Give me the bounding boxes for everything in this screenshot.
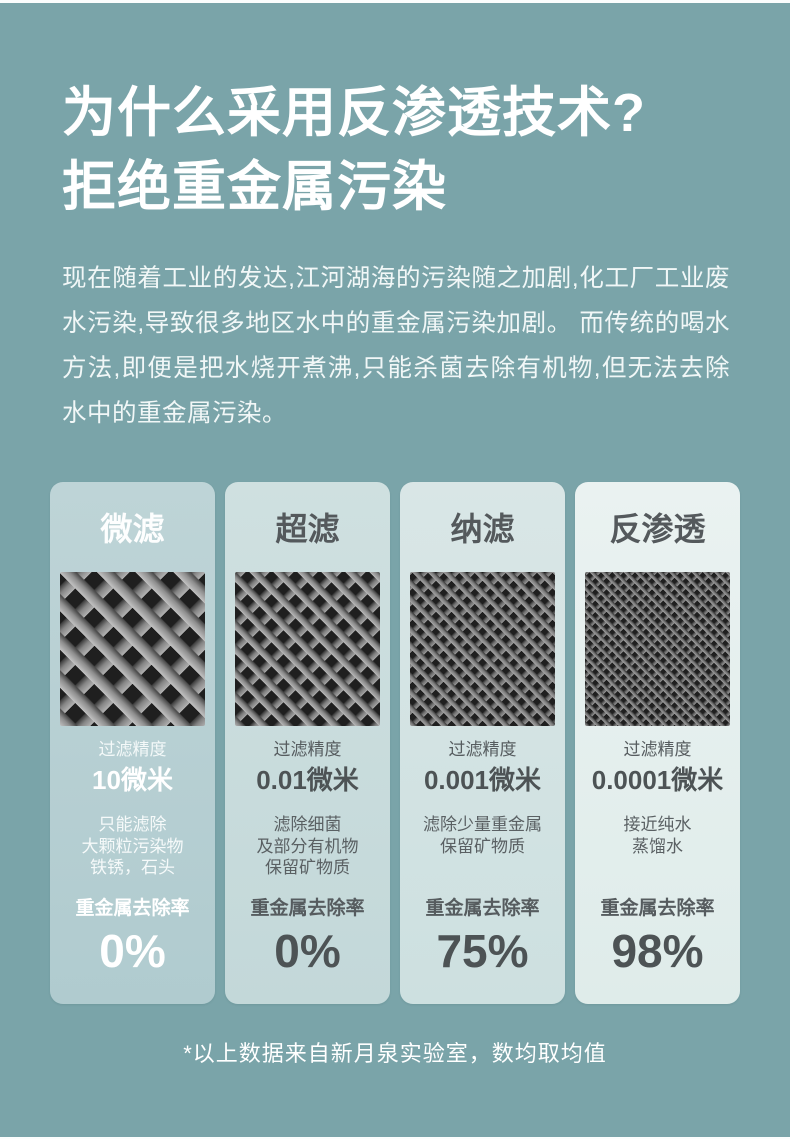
removal-rate-value: 0% [274, 925, 341, 977]
filter-comparison-panel: 微滤 过滤精度 10微米 只能滤除 大颗粒污染物 铁锈，石头 重金属去除率 0%… [50, 482, 740, 1004]
top-edge-strip [0, 0, 790, 3]
precision-value: 0.0001微米 [591, 765, 724, 795]
precision-label: 过滤精度 [273, 740, 342, 759]
data-source-footnote: *以上数据来自新月泉实验室，数均取均值 [183, 1041, 607, 1066]
intro-paragraph: 现在随着工业的发达,江河湖海的污染随之加剧,化工厂工业废水污染,导致很多地区水中… [62, 265, 730, 427]
precision-label: 过滤精度 [98, 740, 167, 759]
filter-card-title: 超滤 [275, 511, 340, 547]
filter-card-nanofiltration: 纳滤 过滤精度 0.001微米 滤除少量重金属 保留矿物质 重金属去除率 75% [400, 482, 565, 1004]
removal-rate-label: 重金属去除率 [600, 898, 715, 919]
precision-value: 0.001微米 [423, 765, 542, 795]
removal-rate-label: 重金属去除率 [425, 898, 540, 919]
removal-rate-value: 0% [99, 925, 166, 977]
filter-card-reverse-osmosis: 反渗透 过滤精度 0.0001微米 接近纯水 蒸馏水 重金属去除率 98% [575, 482, 740, 1004]
removal-rate-value: 75% [436, 925, 529, 977]
precision-value: 0.01微米 [256, 765, 359, 795]
filter-card-microfiltration: 微滤 过滤精度 10微米 只能滤除 大颗粒污染物 铁锈，石头 重金属去除率 0% [50, 482, 215, 1004]
removal-rate-label: 重金属去除率 [75, 898, 190, 919]
filter-description: 接近纯水 蒸馏水 [623, 815, 692, 856]
filter-card-title: 纳滤 [450, 511, 515, 547]
page-title-line1: 为什么采用反渗透技术? [62, 83, 646, 143]
removal-rate-value: 98% [611, 925, 704, 977]
page-title-line2: 拒绝重金属污染 [62, 157, 447, 217]
filter-description: 滤除少量重金属 保留矿物质 [423, 815, 542, 856]
filter-card-title: 反渗透 [609, 511, 706, 547]
precision-label: 过滤精度 [448, 740, 517, 759]
precision-value: 10微米 [92, 765, 173, 795]
removal-rate-label: 重金属去除率 [250, 898, 365, 919]
medium-filter-mesh-image [235, 572, 380, 726]
ultrafine-filter-mesh-image [585, 572, 730, 726]
precision-label: 过滤精度 [623, 740, 692, 759]
filter-card-ultrafiltration: 超滤 过滤精度 0.01微米 滤除细菌 及部分有机物 保留矿物质 重金属去除率 … [225, 482, 390, 1004]
filter-card-title: 微滤 [100, 511, 165, 547]
coarse-filter-mesh-image [60, 572, 205, 726]
filter-description: 只能滤除 大颗粒污染物 铁锈，石头 [81, 815, 184, 877]
page-title: 为什么采用反渗透技术? 拒绝重金属污染 [62, 76, 646, 224]
fine-filter-mesh-image [410, 572, 555, 726]
filter-description: 滤除细菌 及部分有机物 保留矿物质 [256, 815, 359, 877]
bottom-edge-strip [0, 1137, 790, 1139]
